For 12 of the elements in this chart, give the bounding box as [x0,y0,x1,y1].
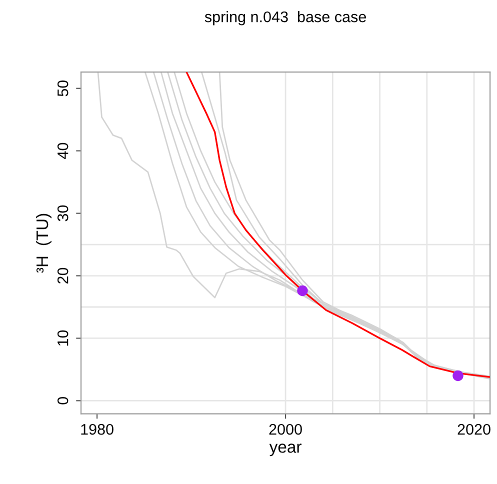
x-tick-label: 2020 [458,424,490,435]
y-axis-title: ³H (TU) [36,214,52,273]
y-tick-label: 20 [57,268,68,284]
y-tick-label: 40 [57,142,68,159]
y-tick-label: 30 [57,205,68,222]
x-axis-title: year [269,444,302,456]
y-tick-label: 10 [57,330,68,346]
y-tick-label: 50 [57,80,68,96]
y-tick-label: 0 [57,397,68,404]
x-tick-label: 2000 [269,424,302,435]
x-tick-label: 1980 [81,424,114,435]
chart-title: spring n.043 base case [204,11,366,26]
